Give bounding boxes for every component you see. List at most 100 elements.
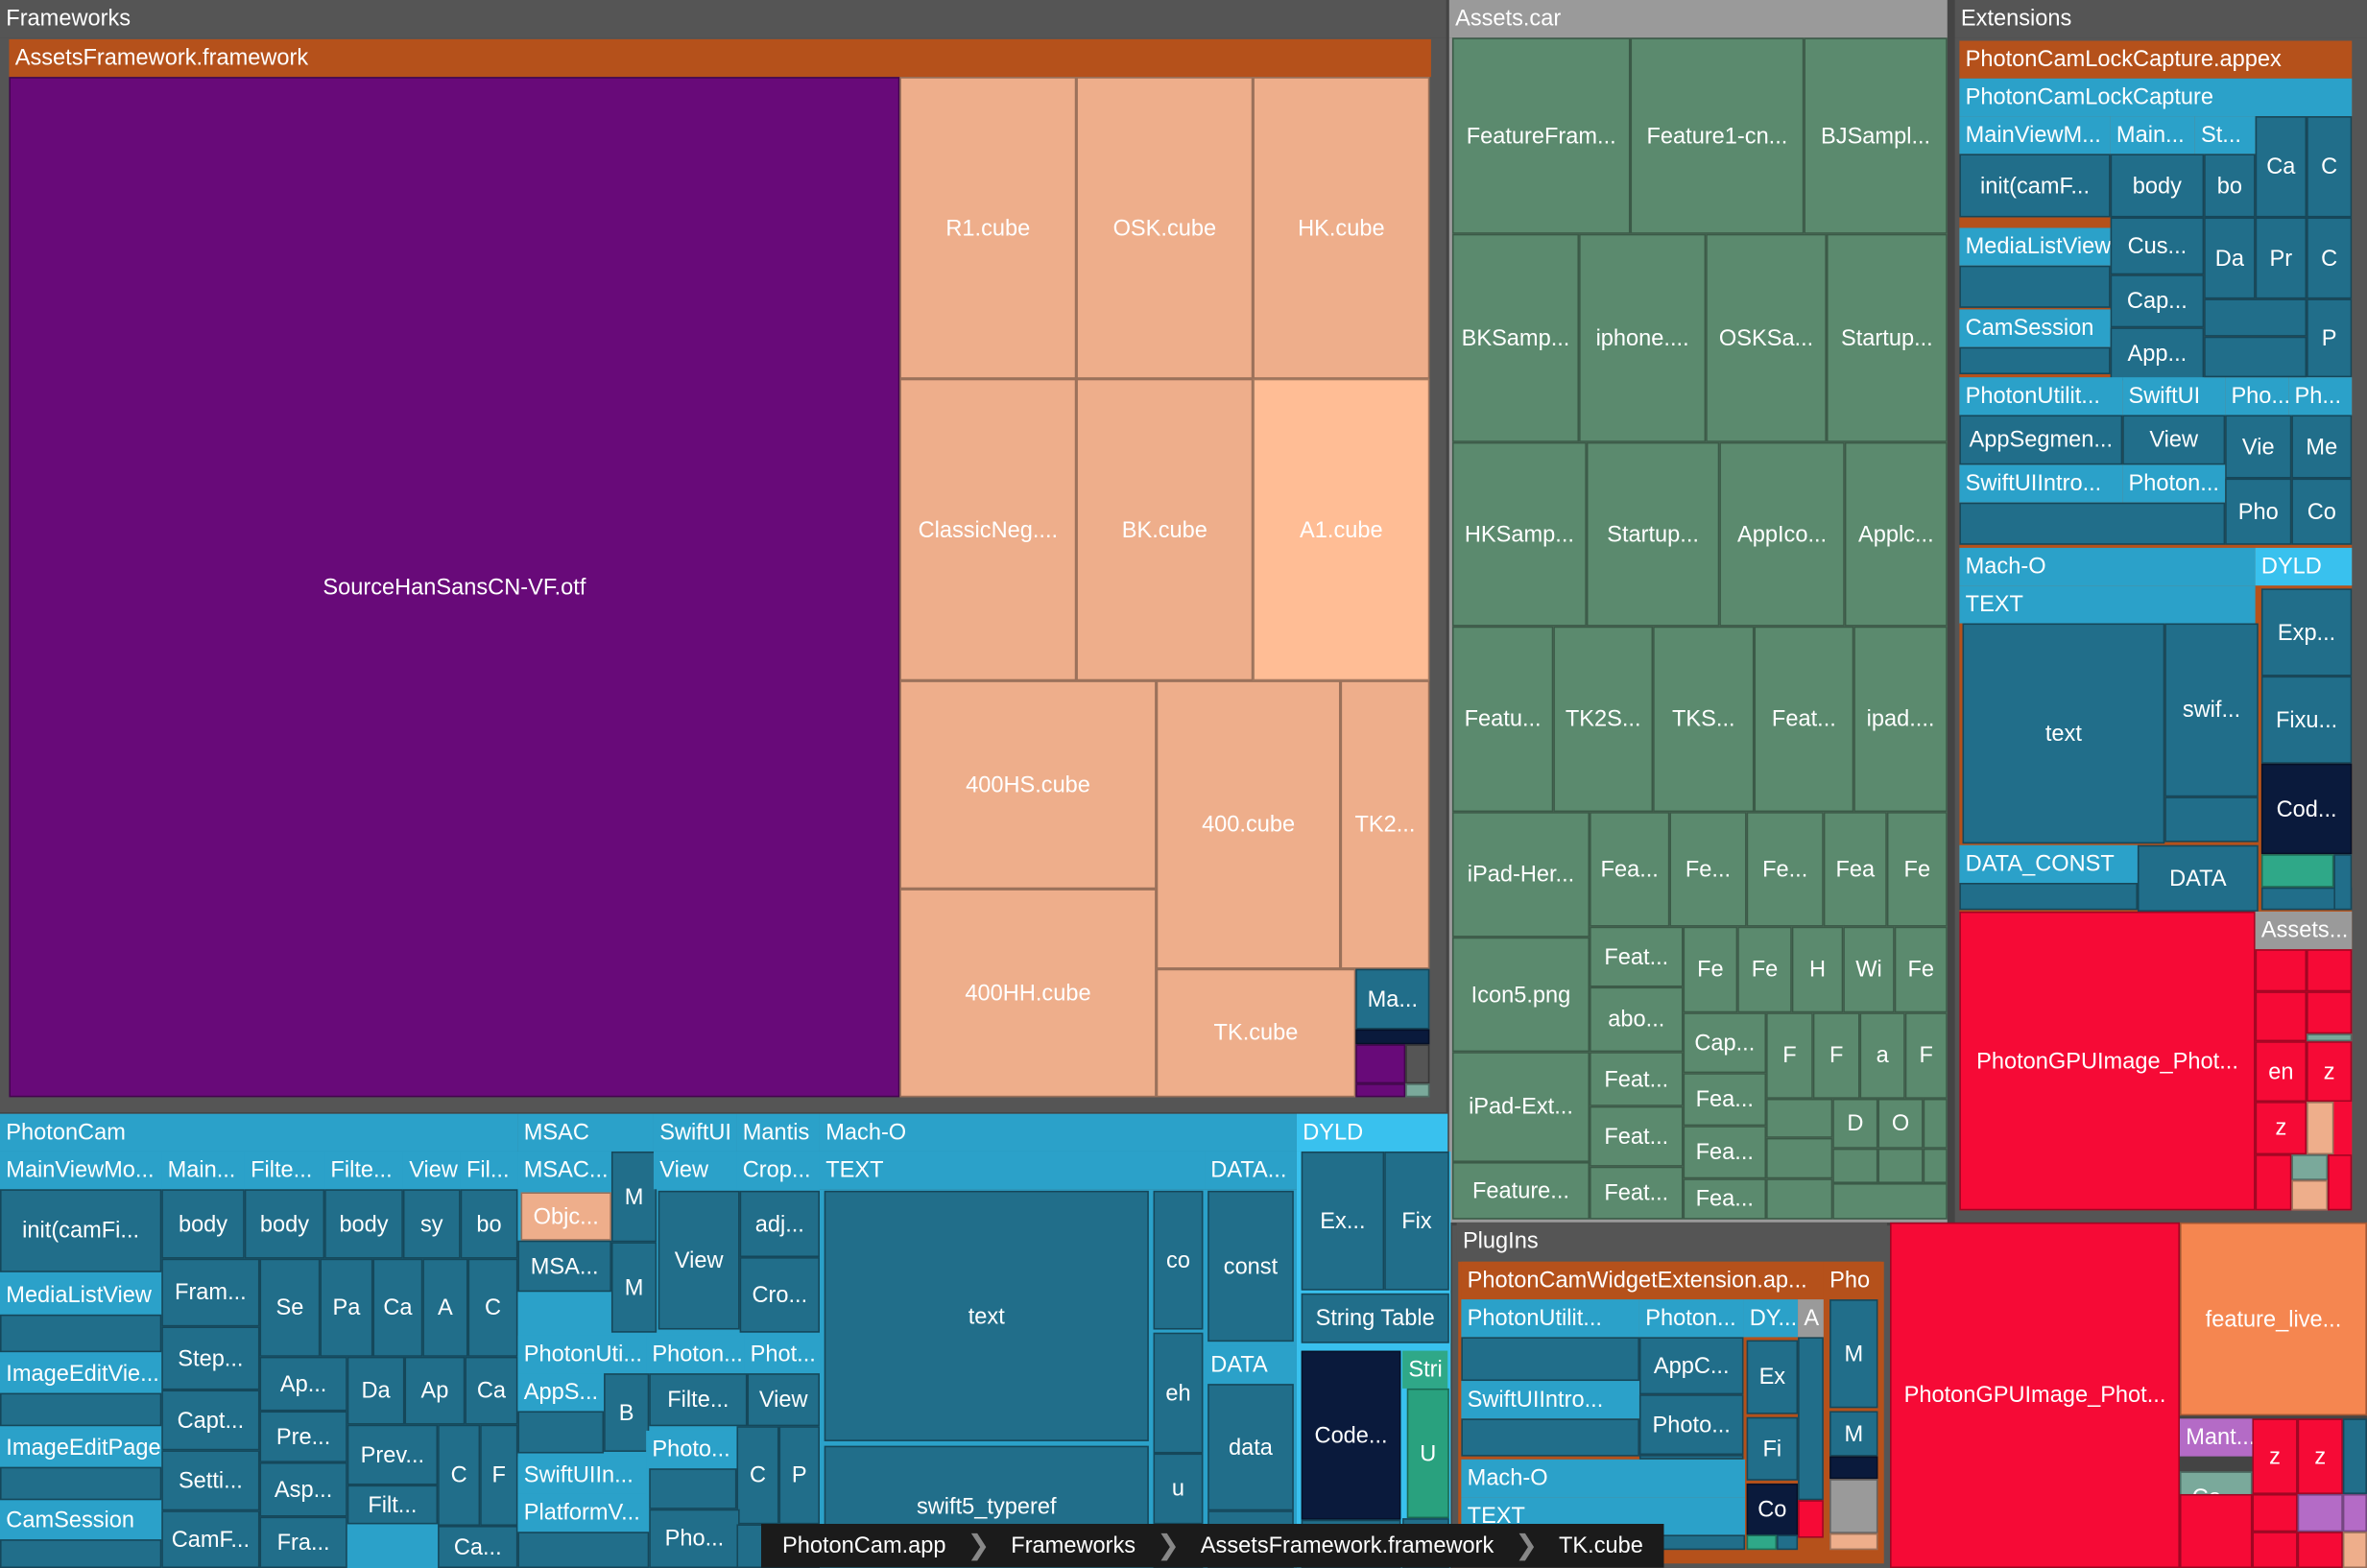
treemap-tile[interactable]: Filt... [347, 1485, 439, 1525]
treemap-tile[interactable]: Ma... [1355, 968, 1430, 1030]
treemap-small-tile[interactable] [1829, 1532, 1878, 1551]
treemap-tile[interactable]: TKS... [1653, 626, 1755, 813]
treemap-node-header[interactable]: St... [2194, 116, 2256, 154]
treemap-small-tile[interactable] [1832, 1182, 1948, 1220]
treemap-tile[interactable]: Feat... [1590, 1105, 1684, 1167]
treemap-node-header[interactable]: Filte... [244, 1151, 325, 1190]
treemap-tile[interactable]: 400.cube [1156, 680, 1341, 969]
treemap-small-tile[interactable] [0, 1314, 162, 1353]
treemap-tile[interactable]: Fi [1746, 1416, 1799, 1481]
treemap-tile[interactable]: Feat... [1590, 1052, 1684, 1106]
treemap-node-header[interactable]: SwiftUI [2122, 377, 2226, 416]
treemap-tile[interactable]: iphone.... [1579, 233, 1707, 442]
treemap-tile[interactable]: DATA [2137, 844, 2259, 912]
treemap-tile[interactable]: z [2297, 1418, 2343, 1494]
treemap-node-header[interactable]: Main... [161, 1151, 245, 1190]
treemap-small-tile[interactable] [0, 1539, 162, 1568]
treemap-tile[interactable]: const [1207, 1190, 1294, 1342]
treemap-group-header[interactable]: SwiftUI [653, 1113, 737, 1152]
treemap-tile[interactable]: AppIco... [1719, 441, 1845, 627]
treemap-tile[interactable]: Asp... [259, 1461, 347, 1517]
treemap-small-tile[interactable] [2342, 1493, 2367, 1532]
treemap-small-tile[interactable] [2291, 1179, 2329, 1211]
treemap-node-header[interactable]: TEXT [819, 1151, 1206, 1190]
treemap-node-header[interactable]: View [653, 1151, 737, 1190]
treemap-tile[interactable]: Pa [320, 1258, 373, 1357]
treemap-node-header[interactable]: Stri [1402, 1350, 1448, 1389]
treemap-small-tile[interactable] [1829, 1456, 1878, 1480]
treemap-tile[interactable]: Feature1-cn... [1630, 37, 1805, 234]
treemap-tile[interactable]: u [1153, 1453, 1204, 1525]
treemap-tile[interactable]: abo... [1590, 986, 1684, 1053]
treemap-tile[interactable]: Code... [1301, 1350, 1401, 1520]
treemap-group-header[interactable]: MSAC [517, 1113, 654, 1152]
treemap-group-header[interactable]: Mantis [736, 1113, 820, 1152]
treemap-tile[interactable]: H [1791, 926, 1844, 1013]
treemap-small-tile[interactable] [1355, 1044, 1406, 1084]
treemap-tile[interactable]: body [244, 1189, 325, 1259]
treemap-tile[interactable]: O [1877, 1098, 1924, 1149]
treemap-tile[interactable]: P [778, 1426, 820, 1525]
treemap-tile[interactable]: Me [2291, 415, 2353, 479]
treemap-small-tile[interactable] [2252, 1532, 2298, 1568]
treemap-tile[interactable]: Pho [2225, 478, 2292, 545]
treemap-tile[interactable]: PhotonGPUImage_Phot... [1959, 911, 2256, 1211]
treemap-node-header[interactable]: CamSession [0, 1501, 162, 1540]
treemap-tile[interactable]: Photo... [1638, 1394, 1744, 1456]
treemap-small-tile[interactable] [2333, 854, 2353, 911]
breadcrumb-item[interactable]: TK.cube [1559, 1532, 1643, 1559]
treemap-tile[interactable]: C [467, 1258, 518, 1357]
treemap-node-header[interactable]: AssetsFramework.framework [9, 38, 1431, 78]
treemap-node-header[interactable]: Mant... [2179, 1418, 2253, 1457]
treemap-small-tile[interactable] [1766, 1178, 1833, 1220]
treemap-tile[interactable]: Vie [2225, 415, 2292, 479]
treemap-tile[interactable]: HKSamp... [1451, 441, 1587, 627]
treemap-tile[interactable]: init(camFi... [0, 1189, 162, 1272]
treemap-group-header[interactable]: DYLD [1296, 1113, 1448, 1152]
treemap-tile[interactable]: Cus... [2110, 217, 2205, 275]
treemap-tile[interactable]: TK2S... [1553, 626, 1654, 813]
treemap-tile[interactable]: text [1962, 623, 2165, 844]
treemap-tile[interactable]: AppSegmen... [1959, 415, 2123, 465]
treemap-small-tile[interactable] [1959, 265, 2111, 308]
treemap-tile[interactable]: M [610, 1242, 658, 1333]
treemap-tile[interactable]: Fea... [1590, 812, 1670, 927]
treemap-tile[interactable]: swif... [2164, 623, 2259, 797]
treemap-tile[interactable]: Fe... [1746, 812, 1824, 927]
treemap-node-header[interactable]: AppS... [517, 1373, 605, 1412]
treemap-tile[interactable]: Ca... [438, 1525, 518, 1568]
treemap-node-header[interactable]: DYLD [2255, 547, 2353, 586]
treemap-small-tile[interactable] [1798, 1500, 1824, 1538]
treemap-small-tile[interactable] [2307, 1102, 2334, 1155]
treemap-tile[interactable]: eh [1153, 1332, 1204, 1454]
treemap-small-tile[interactable] [2204, 298, 2307, 337]
treemap-tile[interactable]: Wi [1843, 926, 1895, 1013]
treemap-tile[interactable]: Ca [2255, 116, 2307, 218]
treemap-small-tile[interactable] [1461, 1337, 1639, 1382]
treemap-tile[interactable]: Icon5.png [1451, 937, 1590, 1053]
treemap-node-header[interactable]: SwiftUIIn... [517, 1456, 647, 1494]
treemap-tile[interactable]: Step... [161, 1326, 260, 1390]
treemap-small-tile[interactable] [1766, 1137, 1833, 1179]
treemap-tile[interactable]: body [2110, 154, 2205, 218]
treemap-group-header[interactable]: PlugIns [1456, 1222, 1887, 1261]
treemap-tile[interactable]: Feat... [1754, 626, 1854, 813]
treemap-tile[interactable]: Feature... [1451, 1161, 1590, 1220]
treemap-group-header[interactable]: Assets.car [1448, 0, 1948, 38]
treemap-tile[interactable]: AppC... [1638, 1337, 1744, 1395]
treemap-tile[interactable]: String Table [1301, 1293, 1449, 1343]
treemap-tile[interactable]: ClassicNeg.... [899, 378, 1077, 681]
treemap-node-header[interactable]: Photon... [646, 1335, 745, 1374]
treemap-tile[interactable]: Filte... [649, 1373, 748, 1427]
treemap-node-header[interactable]: Photon... [2122, 464, 2226, 503]
treemap-node-header[interactable]: Mach-O [1461, 1459, 1746, 1498]
treemap-tile[interactable]: App... [2110, 327, 2205, 381]
treemap-tile[interactable]: F [1766, 1012, 1813, 1099]
treemap-node-header[interactable]: PhotonUti... [517, 1335, 647, 1374]
treemap-tile[interactable]: z [2307, 1041, 2353, 1103]
treemap-node-header[interactable]: PhotonCamLockCapture [1959, 78, 2353, 117]
treemap-small-tile[interactable] [1877, 1148, 1924, 1183]
treemap-tile[interactable]: Startup... [1586, 441, 1720, 627]
treemap-tile[interactable]: PhotonGPUImage_Phot... [1890, 1222, 2180, 1568]
treemap-small-tile[interactable] [2255, 1154, 2292, 1211]
